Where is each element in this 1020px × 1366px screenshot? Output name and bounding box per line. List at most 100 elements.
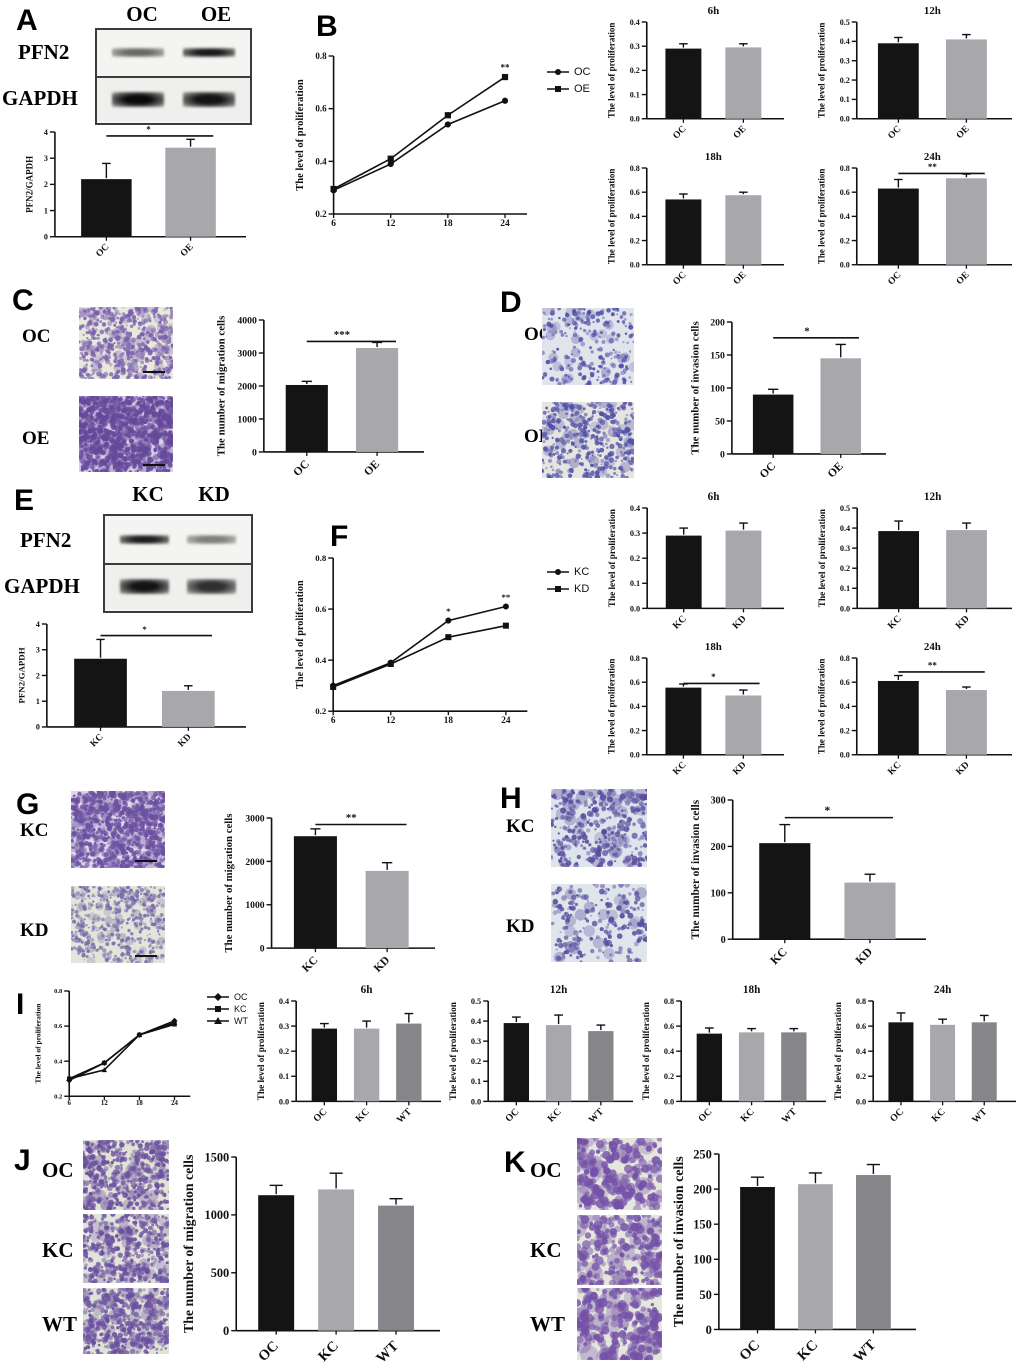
svg-text:0.5: 0.5 — [471, 997, 481, 1006]
panel-k-letter: K — [504, 1146, 526, 1179]
svg-text:0.6: 0.6 — [630, 678, 640, 687]
svg-text:12h: 12h — [550, 984, 568, 996]
panel-e-letter: E — [14, 484, 35, 517]
svg-text:0.6: 0.6 — [840, 188, 850, 197]
svg-text:OE: OE — [362, 458, 382, 478]
svg-text:0.1: 0.1 — [630, 90, 640, 99]
svg-text:0.0: 0.0 — [840, 115, 850, 124]
svg-text:0.2: 0.2 — [840, 726, 850, 735]
svg-text:KC: KC — [671, 760, 688, 777]
legend-label: OC — [234, 992, 248, 1002]
svg-text:24: 24 — [500, 219, 510, 229]
svg-text:The level of proliferation: The level of proliferation — [817, 509, 827, 607]
svg-text:0.0: 0.0 — [840, 604, 850, 613]
svg-text:The level of proliferation: The level of proliferation — [607, 509, 617, 607]
panel-i-legend: OC KC WT — [206, 992, 248, 1028]
svg-text:KC: KC — [930, 1106, 948, 1124]
svg-text:24h: 24h — [924, 641, 941, 653]
panel-i-12h-bar-chart: 12h 0.0 0.1 0.2 0.3 0.4 0.5 The level of prolif… — [447, 981, 635, 1127]
svg-text:KC: KC — [886, 613, 904, 631]
panel-b-letter: B — [316, 10, 338, 43]
svg-text:0.2: 0.2 — [471, 1057, 481, 1066]
blot-band — [112, 91, 165, 107]
svg-text:***: *** — [334, 329, 350, 341]
svg-text:0.0: 0.0 — [630, 115, 640, 124]
svg-text:1000: 1000 — [245, 900, 264, 911]
svg-text:OE: OE — [955, 270, 972, 287]
svg-text:KD: KD — [731, 760, 748, 777]
svg-text:KD: KD — [731, 613, 749, 631]
svg-text:200: 200 — [710, 317, 725, 328]
svg-text:KC: KC — [739, 1106, 757, 1124]
panel-i-24h-bar-chart: 24h 0.0 0.2 0.4 0.6 0.8 The level of prolifera… — [832, 981, 1018, 1127]
panel-b-6h-bar-chart: 6h 0.0 0.1 0.2 0.3 0.4 The level of proliferat… — [606, 2, 786, 144]
panel-g-letter: G — [16, 788, 40, 821]
panel-k-wt-micrograph — [577, 1288, 662, 1360]
svg-text:0.4: 0.4 — [840, 212, 850, 221]
legend-label: WT — [234, 1016, 248, 1026]
svg-text:0.8: 0.8 — [664, 997, 674, 1006]
svg-text:**: ** — [346, 812, 357, 824]
panel-h-kd-micrograph — [551, 884, 647, 962]
svg-text:KD: KD — [954, 613, 972, 631]
svg-text:0: 0 — [260, 944, 265, 955]
panel-j-kc-label: KC — [42, 1238, 74, 1262]
blot-row-gapdh — [97, 75, 250, 121]
panel-c-letter: C — [12, 284, 34, 317]
svg-text:0.4: 0.4 — [630, 18, 640, 27]
svg-text:0.0: 0.0 — [664, 1097, 674, 1106]
svg-text:0.4: 0.4 — [279, 997, 289, 1006]
panel-a-letter: A — [16, 4, 38, 37]
svg-text:The level of proliferation: The level of proliferation — [817, 659, 827, 754]
svg-text:1000: 1000 — [237, 414, 257, 425]
svg-text:1: 1 — [36, 697, 40, 706]
svg-text:18: 18 — [136, 1100, 143, 1107]
svg-text:18h: 18h — [743, 984, 761, 996]
svg-text:*: * — [446, 606, 451, 616]
legend-entry-oe: OE — [546, 83, 591, 95]
svg-text:KD: KD — [176, 732, 193, 749]
svg-text:0.5: 0.5 — [840, 18, 850, 27]
svg-text:The level of proliferation: The level of proliferation — [817, 169, 827, 264]
svg-text:18: 18 — [443, 219, 453, 229]
svg-text:6: 6 — [68, 1100, 72, 1107]
blot-band — [182, 91, 235, 107]
panel-k-oc-label: OC — [530, 1158, 562, 1182]
svg-text:0.6: 0.6 — [315, 604, 327, 614]
panel-d-oc-micrograph — [542, 308, 634, 385]
svg-text:OE: OE — [732, 270, 749, 287]
panel-a-densitometry-bar-chart: 0 1 2 3 4 PFN2/GAPDH OC OE * — [24, 120, 248, 262]
svg-text:KD: KD — [372, 954, 393, 975]
svg-text:2: 2 — [44, 180, 48, 189]
legend-label: OC — [574, 66, 591, 78]
panel-h-kd-label: KD — [506, 916, 535, 937]
svg-text:0.2: 0.2 — [840, 76, 850, 85]
svg-text:*: * — [711, 672, 716, 682]
panel-c-oe-label: OE — [22, 428, 50, 449]
svg-text:12h: 12h — [924, 491, 942, 503]
svg-text:The number of migration cells: The number of migration cells — [223, 814, 235, 953]
svg-text:**: ** — [928, 660, 937, 670]
panel-c-oc-micrograph — [79, 307, 173, 379]
svg-text:0.4: 0.4 — [840, 524, 850, 533]
svg-text:3: 3 — [36, 646, 40, 655]
svg-text:0.0: 0.0 — [630, 751, 640, 760]
panel-i-letter: I — [16, 988, 25, 1021]
svg-text:0.4: 0.4 — [315, 156, 327, 166]
panel-b-12h-bar-chart: 12h 0.0 0.1 0.2 0.3 0.4 0.5 The level of prolif… — [816, 2, 1014, 144]
svg-text:0.2: 0.2 — [279, 1047, 289, 1056]
panel-j-migration-bar-chart: 0 500 1000 1500 The number of migration cell… — [180, 1145, 442, 1366]
svg-text:0.0: 0.0 — [471, 1097, 481, 1106]
legend-entry-kc: KC — [206, 1004, 248, 1014]
svg-text:0.8: 0.8 — [315, 51, 327, 61]
panel-e-western-blot — [103, 514, 253, 613]
svg-text:18: 18 — [444, 716, 454, 726]
panel-d-invasion-bar-chart: 0 50 100 150 200 The number of invasion cells… — [688, 310, 888, 482]
panel-k-invasion-bar-chart: 0 50 100 150 200 250 The number of invasion ce… — [670, 1142, 918, 1366]
panel-k-oc-micrograph — [577, 1138, 662, 1210]
svg-text:The level of proliferation: The level of proliferation — [833, 1002, 843, 1100]
blot-band — [119, 579, 170, 595]
svg-text:6h: 6h — [361, 984, 374, 996]
svg-text:0.2: 0.2 — [856, 1072, 866, 1081]
svg-text:0.6: 0.6 — [664, 1022, 674, 1031]
